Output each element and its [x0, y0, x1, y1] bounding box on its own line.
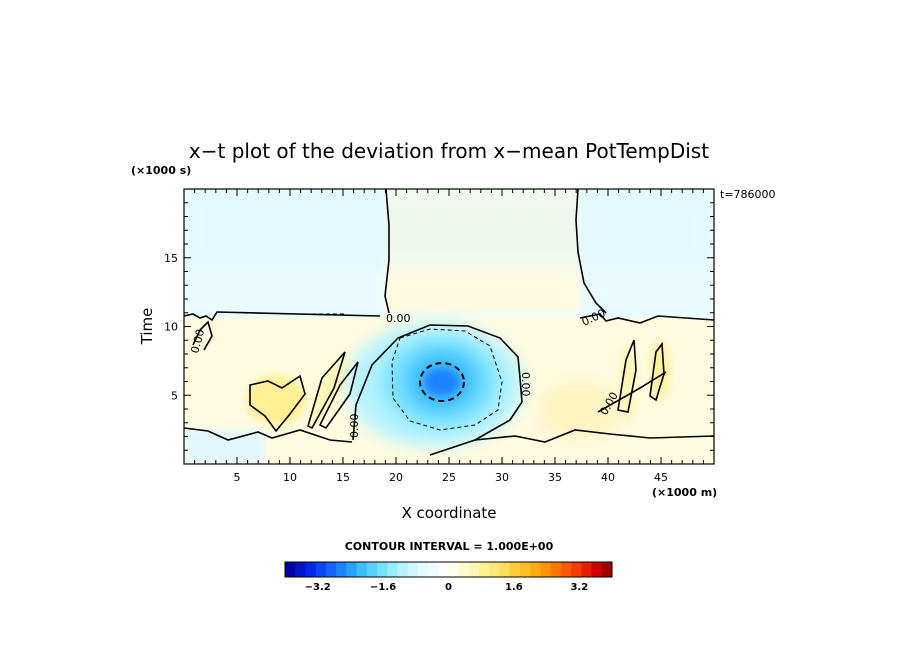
x-tick-label: 25	[442, 471, 456, 484]
colorbar-swatch	[550, 562, 562, 577]
warm-patch	[246, 375, 306, 425]
colorbar-ticks: −3.2 −1.6 0 1.6 3.2	[305, 582, 589, 593]
contour-streak-4	[649, 341, 665, 402]
colorbar-tick-label: −3.2	[305, 582, 331, 593]
colorbar-swatch	[315, 562, 327, 577]
colorbar-swatch	[509, 562, 521, 577]
colorbar-swatch	[499, 562, 511, 577]
y-tick-label: 10	[164, 321, 178, 334]
colorbar-swatch	[458, 562, 470, 577]
colorbar-swatch	[530, 562, 541, 577]
warm-region-right	[538, 382, 622, 438]
colorbar-swatch	[571, 562, 582, 577]
contour-warm-patch	[249, 374, 306, 433]
heatmap-field	[184, 189, 714, 464]
time-annotation: t=786000	[720, 188, 776, 201]
x-tick-label: 15	[336, 471, 350, 484]
colorbar-swatch	[560, 562, 572, 577]
contour-zero-vortex-arc	[352, 324, 523, 456]
contour-vortex-outer-dashed	[391, 328, 503, 431]
colorbar-swatch	[356, 562, 368, 577]
contour-zero-upper-left	[184, 311, 381, 322]
contour-label-vortex: 0.00	[348, 414, 361, 439]
colorbar-swatch	[325, 562, 337, 577]
x-tick-label: 35	[548, 471, 562, 484]
warm-streak-2	[620, 347, 636, 423]
y-unit-label: (×1000 s)	[131, 164, 191, 177]
colorbar-swatch	[468, 562, 480, 577]
contour-label-upper: 0.00	[386, 312, 411, 325]
colorbar-swatch	[285, 562, 296, 577]
y-axis-label: Time	[138, 308, 156, 346]
x-tick-label: 30	[495, 471, 509, 484]
contour-zero-lower-right	[474, 429, 714, 443]
colorbar-tick-label: −1.6	[370, 582, 396, 593]
warm-streak-1	[310, 357, 350, 423]
upper-cool-band	[184, 189, 714, 270]
contour-label-left: 0.00	[188, 328, 207, 355]
x-unit-label: (×1000 m)	[652, 486, 717, 499]
contour-interval: CONTOUR INTERVAL = 1.000E+00	[345, 540, 554, 553]
colorbar-swatch	[591, 562, 603, 577]
cold-vortex-core	[424, 368, 460, 396]
colorbar-swatch	[448, 562, 460, 577]
colorbar-swatch	[387, 562, 398, 577]
colorbar	[285, 562, 613, 577]
colorbar-swatch	[366, 562, 378, 577]
colorbar-tick-label: 3.2	[570, 582, 588, 593]
contour-zero-upper-right	[579, 313, 714, 324]
bottom-cool-strip	[184, 430, 264, 464]
colorbar-swatch	[336, 562, 347, 577]
colorbar-frame	[284, 561, 613, 578]
colorbar-swatch	[407, 562, 419, 577]
contour-zero-column-right	[575, 189, 607, 314]
x-axis: 5 10 15 20 25 30 35 40 45	[194, 189, 704, 484]
y-tick-label: 15	[164, 252, 178, 265]
colorbar-swatch	[520, 562, 531, 577]
contour-left-wiggle	[192, 320, 213, 351]
colorbar-tick-label: 0	[445, 582, 452, 593]
x-tick-label: 20	[389, 471, 403, 484]
contour-zero-column-left	[384, 189, 390, 314]
colorbar-swatch	[601, 562, 613, 577]
y-axis: 5 10 15	[164, 202, 714, 451]
contour-vortex-inner-dashed	[419, 362, 465, 402]
colorbar-swatch	[346, 562, 357, 577]
colorbar-swatch	[489, 562, 500, 577]
colorbar-swatch	[397, 562, 409, 577]
colorbar-swatch	[438, 562, 449, 577]
contour-lines	[184, 189, 714, 456]
x-tick-label: 40	[601, 471, 615, 484]
x-tick-label: 10	[283, 471, 297, 484]
colorbar-tick-label: 1.6	[505, 582, 523, 593]
chart-title: x−t plot of the deviation from x−mean Po…	[189, 139, 709, 163]
colorbar-swatch	[305, 562, 317, 577]
colorbar-swatch	[581, 562, 592, 577]
x-tick-label: 45	[654, 471, 668, 484]
colorbar-swatch	[417, 562, 429, 577]
colorbar-swatch	[428, 562, 439, 577]
contour-label-right: 0.00	[519, 372, 532, 397]
contour-right-diagonal	[597, 371, 667, 413]
x-axis-label: X coordinate	[401, 504, 496, 522]
colorbar-swatch	[295, 562, 306, 577]
contour-streak-3	[617, 339, 637, 413]
x-tick-label: 5	[234, 471, 241, 484]
contour-streak-1	[307, 351, 346, 430]
colorbar-swatch	[540, 562, 552, 577]
colorbar-swatch	[479, 562, 490, 577]
contour-streak-2	[318, 361, 359, 430]
colorbar-swatch	[376, 562, 388, 577]
y-tick-label: 5	[171, 389, 178, 402]
contour-zero-lower-left	[184, 427, 353, 443]
